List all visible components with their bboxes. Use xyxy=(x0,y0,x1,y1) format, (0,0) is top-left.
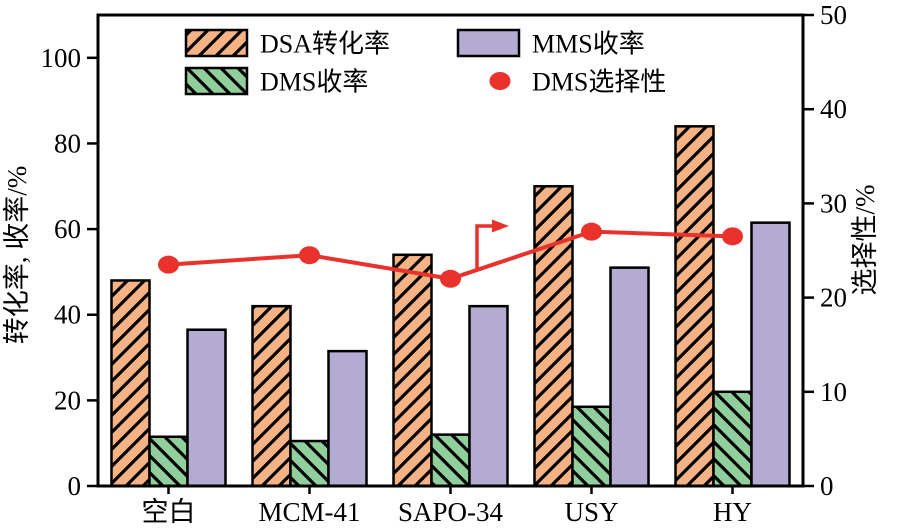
legend-swatch-MMS收率 xyxy=(456,28,521,58)
bar-DSA转化率-空白 xyxy=(110,279,151,488)
bar-DMS收率-USY xyxy=(571,405,612,488)
bar-DMS收率-HY xyxy=(712,390,753,488)
legend-swatch-DMS收率 xyxy=(184,66,249,96)
bar-DSA转化率-HY xyxy=(674,125,715,488)
right-axis-tick-label: 30 xyxy=(820,188,847,218)
right-axis-tick-label: 20 xyxy=(820,283,847,313)
bar-DMS收率-SAPO-34 xyxy=(430,433,471,488)
selectivity-point-HY xyxy=(722,227,743,246)
bar-DSA转化率-SAPO-34 xyxy=(392,253,433,488)
left-axis-tick-label: 60 xyxy=(54,214,81,244)
bar-DSA转化率-MCM-41 xyxy=(251,304,292,488)
selectivity-point-USY xyxy=(581,222,602,241)
legend-label-MMS收率: MMS收率 xyxy=(532,30,645,59)
right-axis-tick-label: 40 xyxy=(820,94,847,124)
bar-MMS收率-MCM-41 xyxy=(327,349,368,488)
legend-label-DMS收率: DMS收率 xyxy=(260,68,368,97)
selectivity-point-SAPO-34 xyxy=(440,269,461,288)
left-axis-tick-label: 100 xyxy=(41,43,82,73)
right-axis-tick-label: 50 xyxy=(820,0,847,30)
left-axis-tick-label: 40 xyxy=(54,300,81,330)
bar-MMS收率-空白 xyxy=(186,328,227,488)
x-axis-category-label: SAPO-34 xyxy=(398,497,504,527)
bar-MMS收率-USY xyxy=(609,266,650,488)
legend-swatch-DSA转化率 xyxy=(184,28,249,58)
bar-DMS收率-空白 xyxy=(148,435,189,488)
bar-MMS收率-SAPO-34 xyxy=(468,304,509,488)
right-axis-title: 选择性/% xyxy=(850,185,880,296)
bar-DMS收率-MCM-41 xyxy=(289,439,330,488)
x-axis-category-label: HY xyxy=(713,497,752,527)
x-axis-category-label: MCM-41 xyxy=(258,497,360,527)
bar-DSA转化率-USY xyxy=(533,185,574,488)
bar-MMS收率-HY xyxy=(750,221,791,488)
legend-label-DMS选择性: DMS选择性 xyxy=(532,68,666,97)
x-axis-category-label: 空白 xyxy=(142,497,196,527)
left-axis-tick-label: 80 xyxy=(54,128,81,158)
selectivity-point-空白 xyxy=(158,255,179,274)
right-axis-tick-label: 10 xyxy=(820,377,847,407)
right-axis-tick-label: 0 xyxy=(820,471,834,501)
selectivity-point-MCM-41 xyxy=(299,246,320,265)
legend-marker-DMS选择性 xyxy=(489,72,511,90)
right-axis-pointer-arrow xyxy=(475,219,509,270)
left-axis-tick-label: 0 xyxy=(68,471,82,501)
legend-label-DSA转化率: DSA转化率 xyxy=(260,30,390,59)
x-axis-category-label: USY xyxy=(564,497,618,527)
left-axis-title: 转化率, 收率/% xyxy=(2,166,32,345)
left-axis-tick-label: 20 xyxy=(54,385,81,415)
